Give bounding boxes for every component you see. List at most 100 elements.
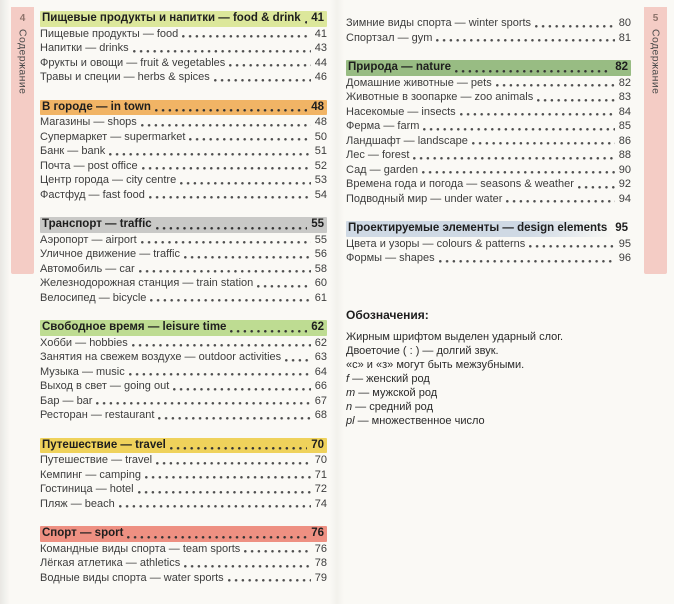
toc-entry-label: Цвета и узоры — colours & patterns: [346, 237, 526, 250]
toc-entry: Подводный мир — under water 94: [346, 192, 631, 207]
dot-leader-icon: [169, 447, 308, 450]
toc-heading-label: Спорт — sport: [42, 527, 124, 539]
toc-entry-page-number: 66: [314, 380, 327, 392]
dot-leader-icon: [156, 461, 311, 465]
toc-entry-label: Уличное движение — traffic: [40, 248, 180, 260]
dot-leader-icon: [423, 127, 615, 131]
toc-section-heading: В городе — in town 48: [40, 99, 327, 115]
toc-entry: Супермаркет — supermarket 50: [40, 130, 327, 145]
dot-leader-icon: [230, 329, 308, 333]
toc-entry: Занятия на свежем воздухе — outdoor acti…: [40, 350, 327, 365]
toc-entry: Лёгкая атлетика — athletics 78: [40, 556, 327, 571]
toc-entry-page-number: 41: [314, 27, 327, 40]
dot-leader-icon: [140, 123, 311, 127]
toc-entry-page-number: 92: [618, 178, 631, 190]
toc-entry-page-number: 48: [314, 116, 327, 128]
dot-leader-icon: [184, 564, 311, 568]
toc-entry-label: Лес — forest: [346, 149, 410, 161]
toc-entry-label: Напитки — drinks: [40, 42, 129, 54]
toc-entry-page-number: 84: [618, 105, 631, 118]
legend-term: m: [346, 386, 356, 399]
toc-entry-page-number: 96: [618, 252, 631, 264]
toc-heading-page-number: 48: [311, 100, 324, 113]
toc-entry-page-number: 81: [618, 31, 631, 44]
toc-right-column: Зимние виды спорта — winter sports 80 Спор…: [346, 16, 631, 428]
toc-entry: Командные виды спорта — team sports 76: [40, 542, 327, 557]
toc-heading-label: Свободное время — leisure time: [42, 321, 227, 333]
toc-entry: Почта — post office 52: [40, 159, 327, 174]
toc-entry-label: Домашние животные — pets: [346, 76, 492, 89]
dot-leader-icon: [304, 20, 308, 24]
toc-entry-page-number: 86: [618, 134, 631, 147]
dot-leader-icon: [257, 284, 311, 288]
toc-heading-page-number: 41: [311, 12, 324, 24]
toc-entry: Зимние виды спорта — winter sports 80: [346, 16, 631, 31]
legend-line: Двоеточие ( : ) — долгий звук.: [346, 344, 499, 357]
dot-leader-icon: [537, 98, 615, 102]
toc-heading-label: Путешествие — travel: [42, 438, 166, 451]
toc-heading-page-number: 55: [311, 218, 324, 230]
toc-entry-label: Пищевые продукты — food: [40, 27, 179, 40]
toc-section-heading: Пищевые продукты и напитки — food & drin…: [40, 11, 327, 27]
dot-leader-icon: [148, 196, 311, 199]
toc-section-heading: Проектируемые элементы — design elements…: [346, 221, 631, 237]
dot-leader-icon: [495, 84, 615, 87]
toc-entry-page-number: 68: [314, 409, 327, 421]
dot-leader-icon: [158, 416, 311, 420]
legend-term: f: [346, 372, 350, 385]
legend-line: n — средний род: [346, 400, 433, 413]
toc-entry: Пляж — beach 74: [40, 497, 327, 512]
toc-entry: Выход в свет — going out 66: [40, 379, 327, 394]
toc-entry-page-number: 79: [314, 571, 327, 584]
toc-section: Свободное время — leisure time 62 Хобби — …: [40, 320, 327, 423]
toc-entry-page-number: 76: [314, 542, 327, 555]
dot-leader-icon: [213, 78, 311, 82]
toc-entry: Железнодорожная станция — train station 6…: [40, 276, 327, 291]
toc-entry-label: Пляж — beach: [40, 497, 115, 510]
toc-entry-label: Спортзал — gym: [346, 31, 433, 44]
toc-heading-label: Транспорт — traffic: [42, 218, 152, 230]
toc-entry-label: Хобби — hobbies: [40, 336, 128, 349]
toc-section: Транспорт — traffic 55 Аэропорт — airport 5…: [40, 217, 327, 305]
dot-leader-icon: [140, 241, 311, 244]
legend-term: n: [346, 400, 353, 413]
toc-entry-page-number: 74: [314, 497, 327, 510]
toc-heading-page-number: 95: [615, 222, 629, 234]
legend-title: Обозначения:: [346, 307, 429, 322]
toc-entry-label: Занятия на свежем воздухе — outdoor acti…: [40, 351, 282, 363]
toc-entry-page-number: 61: [314, 291, 327, 304]
toc-entry-label: Травы и специи — herbs & spices: [40, 71, 210, 83]
toc-entry-label: Ресторан — restaurant: [40, 409, 155, 421]
toc-entry-label: Супермаркет — supermarket: [40, 130, 186, 143]
toc-entry: Путешествие — travel 70: [40, 453, 327, 468]
toc-entry-page-number: 56: [314, 248, 327, 260]
toc-entry: Бар — bar 67: [40, 394, 327, 409]
toc-section: В городе — in town 48 Магазины — shops 48 Су…: [40, 99, 327, 203]
toc-section: Спорт — sport 76 Командные виды спорта — t…: [40, 526, 327, 585]
toc-entry-label: Кемпинг — camping: [40, 468, 141, 481]
dot-leader-icon: [138, 270, 311, 273]
toc-entry-page-number: 67: [314, 394, 327, 407]
dot-leader-icon: [118, 505, 311, 508]
toc-section-heading: Свободное время — leisure time 62: [40, 320, 327, 336]
toc-entry: Водные виды спорта — water sports 79: [40, 571, 327, 586]
dot-leader-icon: [141, 167, 311, 170]
toc-entry: Ландшафт — landscape 86: [346, 134, 631, 149]
dot-leader-icon: [154, 109, 308, 112]
dot-leader-icon: [180, 181, 311, 185]
toc-entry: Кемпинг — camping 71: [40, 468, 327, 483]
dot-leader-icon: [137, 490, 311, 494]
toc-entry-label: Магазины — shops: [40, 116, 137, 128]
toc-entry-label: Командные виды спорта — team sports: [40, 542, 241, 555]
dot-leader-icon: [144, 476, 311, 479]
toc-entry-page-number: 71: [314, 468, 327, 481]
dot-leader-icon: [535, 24, 615, 28]
toc-entry-label: Автомобиль — car: [40, 262, 135, 275]
dot-leader-icon: [459, 113, 615, 116]
toc-entry: Хобби — hobbies 62: [40, 336, 327, 351]
toc-entry-page-number: 88: [618, 149, 631, 161]
toc-entry-page-number: 62: [314, 336, 327, 349]
toc-entry: Спортзал — gym 81: [346, 31, 631, 46]
toc-entry-page-number: 54: [314, 188, 327, 201]
toc-entry: Травы и специи — herbs & spices 46: [40, 70, 327, 85]
